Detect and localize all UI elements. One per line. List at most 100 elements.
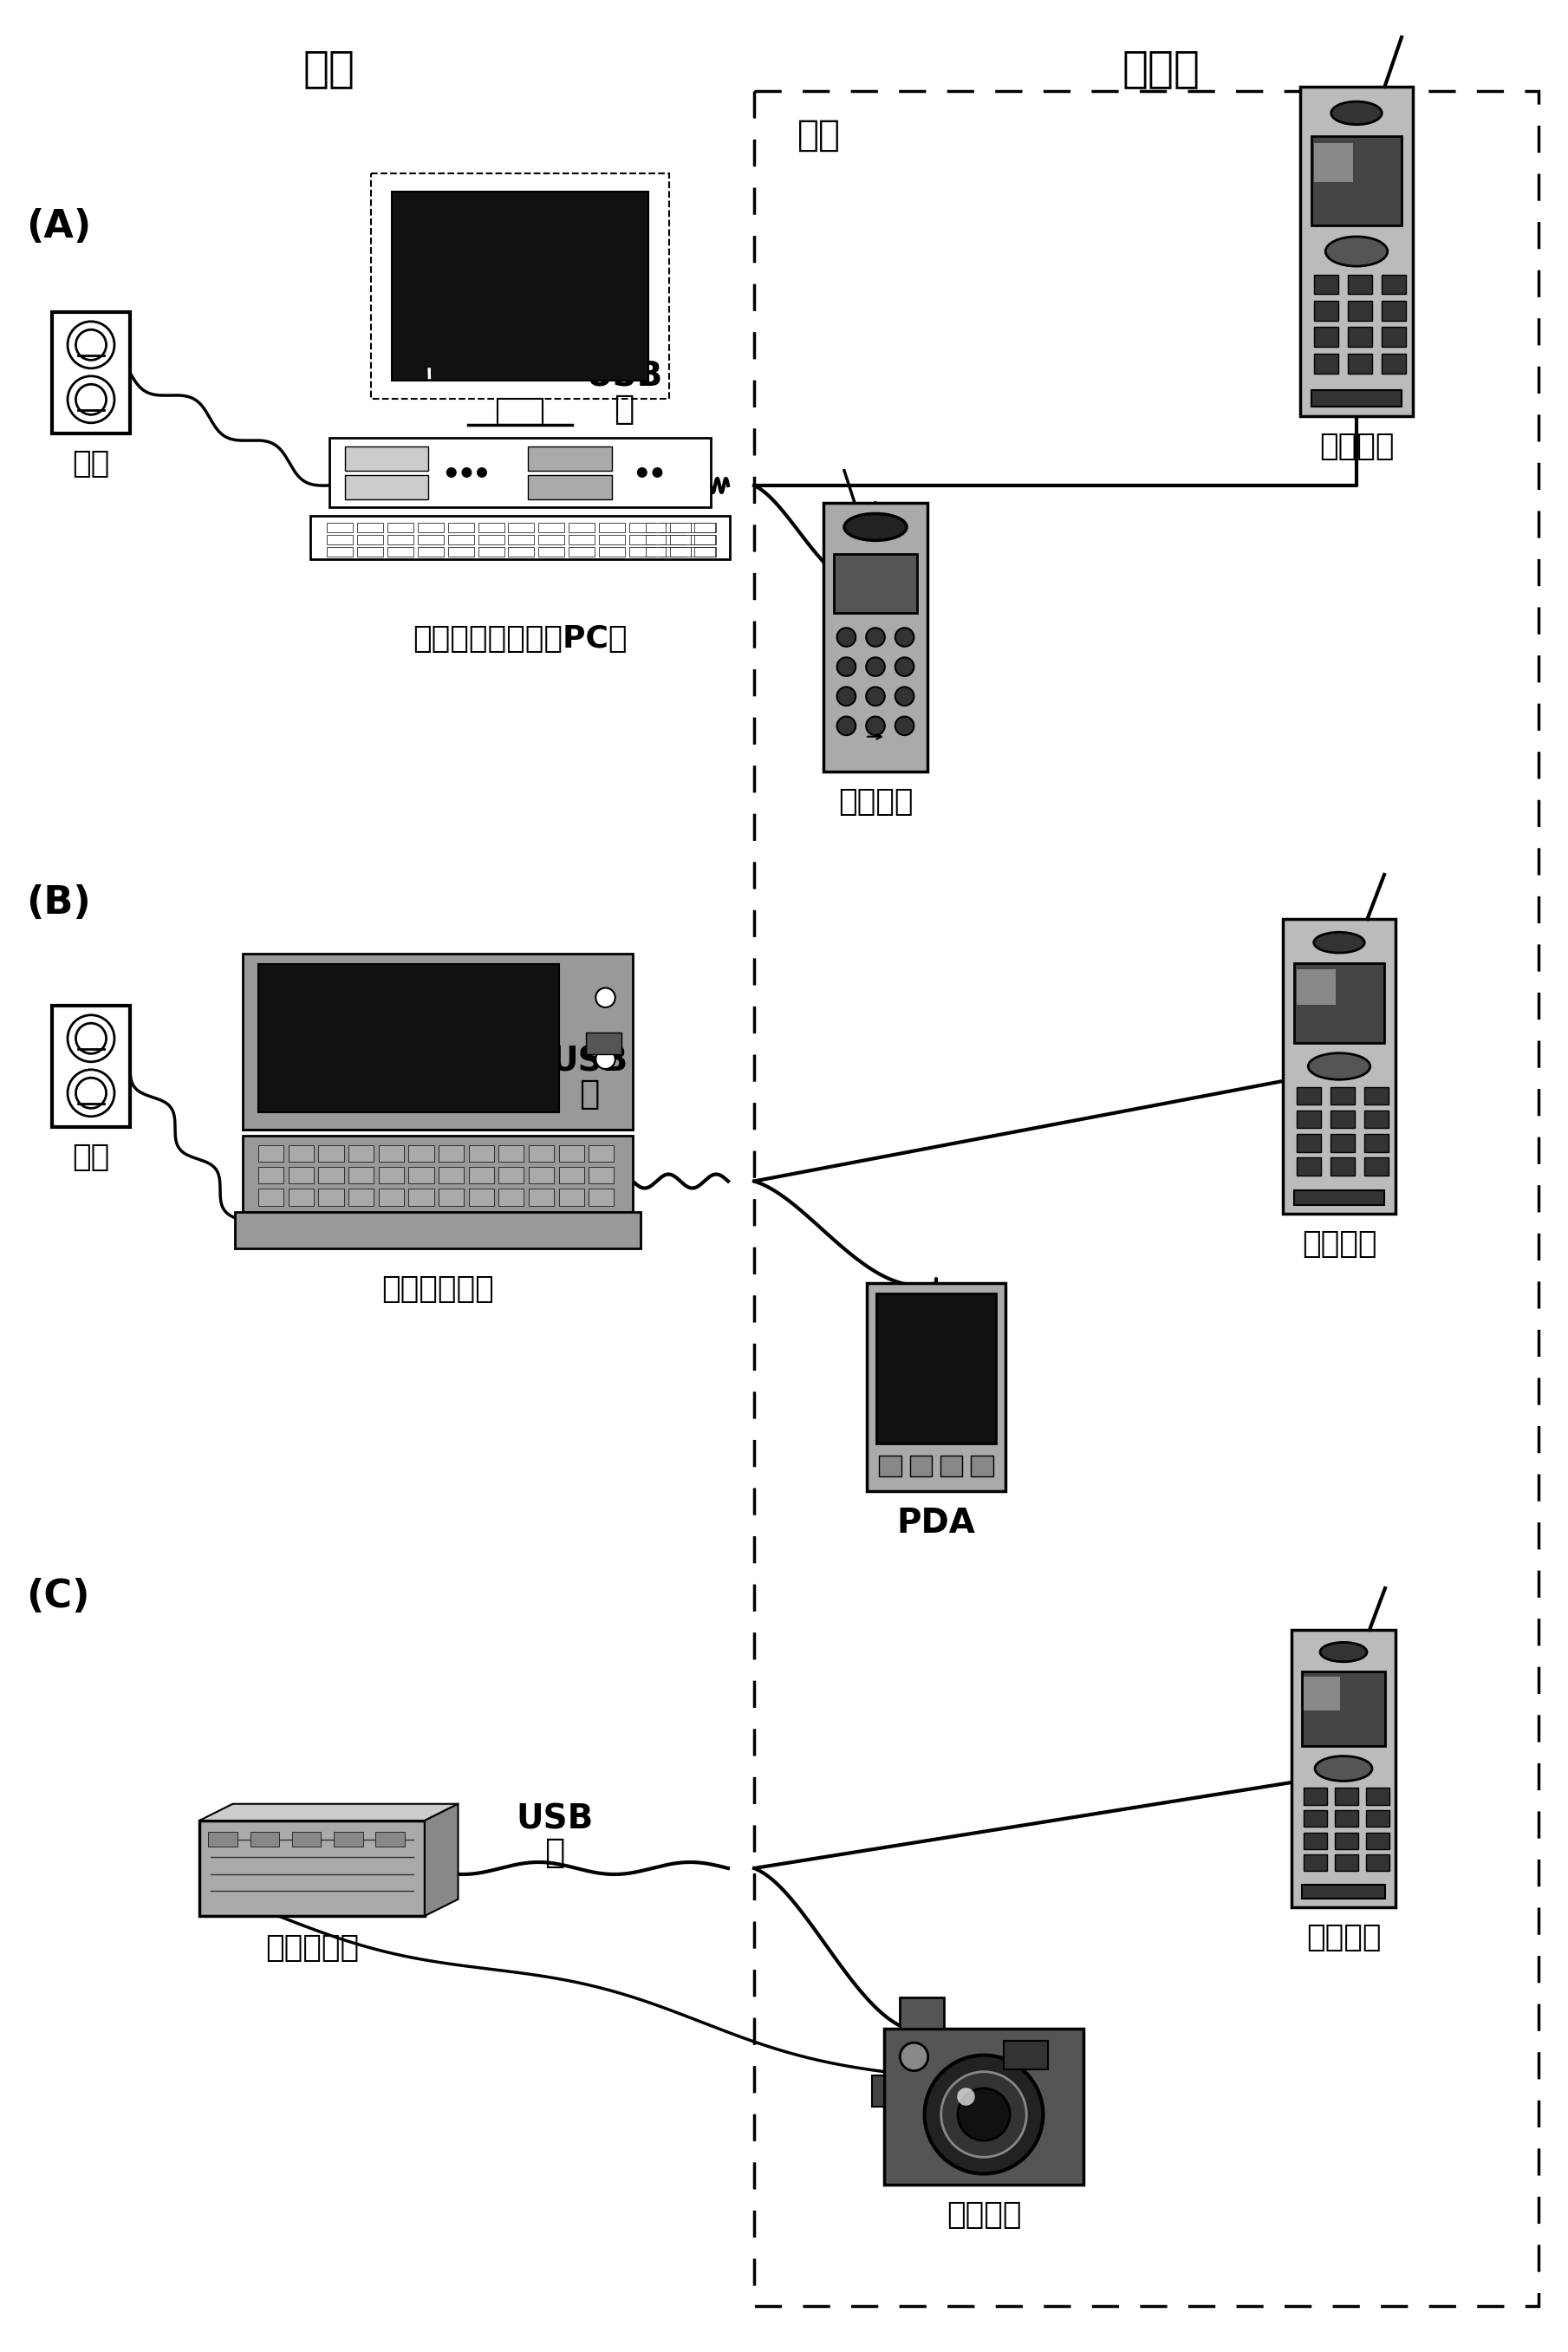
Bar xyxy=(478,534,505,543)
Bar xyxy=(469,1167,494,1183)
Bar xyxy=(867,1284,1005,1491)
Bar xyxy=(670,534,690,543)
Bar xyxy=(646,534,666,543)
Bar xyxy=(909,1456,931,1477)
Bar xyxy=(448,534,474,543)
Bar xyxy=(387,546,414,555)
Circle shape xyxy=(925,2056,1043,2173)
Bar xyxy=(588,1188,615,1207)
Bar xyxy=(289,1145,314,1162)
Bar xyxy=(629,546,655,555)
Circle shape xyxy=(866,628,884,647)
Bar xyxy=(334,1832,362,1846)
Circle shape xyxy=(652,468,662,477)
Bar xyxy=(448,522,474,532)
Bar xyxy=(884,2030,1083,2185)
Text: 便携式唱机: 便携式唱机 xyxy=(265,1933,359,1964)
Bar xyxy=(1330,1157,1355,1176)
Bar xyxy=(448,546,474,555)
Bar xyxy=(392,191,648,381)
Circle shape xyxy=(895,659,914,675)
Bar xyxy=(289,1167,314,1183)
Bar xyxy=(1381,353,1406,374)
Bar xyxy=(1347,327,1372,348)
Text: USB: USB xyxy=(585,360,663,393)
Bar xyxy=(1336,1853,1358,1872)
Bar xyxy=(558,1167,583,1183)
Circle shape xyxy=(956,2089,975,2105)
Bar xyxy=(1311,390,1402,407)
Circle shape xyxy=(866,659,884,675)
Bar xyxy=(971,1456,993,1477)
Bar xyxy=(670,546,690,555)
Bar xyxy=(1294,1190,1385,1204)
Bar xyxy=(1301,1672,1385,1745)
Text: 线: 线 xyxy=(579,1077,599,1110)
Bar xyxy=(1347,353,1372,374)
Bar xyxy=(329,437,710,508)
Bar xyxy=(439,1145,464,1162)
Bar xyxy=(1297,1087,1322,1105)
Bar xyxy=(1301,1884,1385,1898)
Bar xyxy=(1300,87,1413,416)
Bar xyxy=(877,1294,996,1444)
Bar xyxy=(348,1167,373,1183)
Bar xyxy=(358,546,383,555)
Text: 笔记本计算机: 笔记本计算机 xyxy=(381,1275,494,1303)
Bar xyxy=(1292,1630,1396,1907)
Bar xyxy=(1314,327,1339,348)
Bar xyxy=(1366,1788,1389,1804)
Circle shape xyxy=(463,468,472,477)
Text: (A): (A) xyxy=(27,207,91,245)
Bar xyxy=(880,1456,902,1477)
Bar xyxy=(378,1167,405,1183)
Bar xyxy=(378,1145,405,1162)
Bar xyxy=(345,447,428,470)
Text: 移动电话: 移动电话 xyxy=(1301,1230,1377,1258)
Bar xyxy=(588,1167,615,1183)
Bar xyxy=(478,546,505,555)
Bar xyxy=(599,546,626,555)
Bar xyxy=(348,1145,373,1162)
Bar xyxy=(660,522,685,532)
Bar xyxy=(558,1145,583,1162)
Circle shape xyxy=(638,468,646,477)
Text: (B): (B) xyxy=(27,884,91,922)
Bar xyxy=(1366,1832,1389,1849)
Bar xyxy=(1314,301,1339,320)
Bar xyxy=(528,447,612,470)
Bar xyxy=(469,1188,494,1207)
Bar xyxy=(1364,1110,1389,1129)
Circle shape xyxy=(596,1049,615,1068)
Bar xyxy=(52,1007,130,1127)
Text: 线: 线 xyxy=(615,393,633,426)
Bar xyxy=(310,515,729,560)
Bar xyxy=(387,534,414,543)
Bar xyxy=(690,522,715,532)
Bar xyxy=(629,534,655,543)
Bar xyxy=(1330,1134,1355,1152)
Bar xyxy=(646,546,666,555)
Bar xyxy=(199,1820,425,1917)
Bar xyxy=(690,546,715,555)
Bar xyxy=(538,522,564,532)
Ellipse shape xyxy=(1314,931,1364,953)
Bar xyxy=(318,1167,343,1183)
Bar xyxy=(1297,1110,1322,1129)
Bar xyxy=(646,522,666,532)
Ellipse shape xyxy=(1325,238,1388,266)
Bar xyxy=(508,546,535,555)
Bar xyxy=(670,522,690,532)
Bar xyxy=(372,174,670,400)
Bar xyxy=(1297,1134,1322,1152)
Bar xyxy=(1305,1811,1327,1828)
Bar xyxy=(1336,1811,1358,1828)
Bar xyxy=(1366,1811,1389,1828)
Circle shape xyxy=(866,687,884,706)
Circle shape xyxy=(75,383,107,414)
Bar xyxy=(508,522,535,532)
Ellipse shape xyxy=(1316,1757,1372,1780)
Text: USB: USB xyxy=(516,1804,593,1837)
Bar xyxy=(569,546,594,555)
Bar xyxy=(569,534,594,543)
